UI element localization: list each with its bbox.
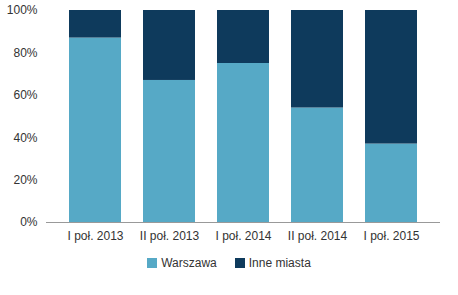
svg-text:I poł. 2013: I poł. 2013	[67, 229, 123, 243]
html-text:Warszawa: Warszawa	[161, 256, 217, 270]
svg-text:II poł. 2013: II poł. 2013	[140, 229, 200, 243]
svg-text:60%: 60%	[13, 88, 37, 102]
html-text:Inne miasta: Inne miasta	[248, 256, 311, 270]
svg-text:100%: 100%	[7, 3, 38, 17]
svg-text:I poł. 2015: I poł. 2015	[363, 229, 419, 243]
svg-text:II poł. 2014: II poł. 2014	[288, 229, 348, 243]
svg-text:20%: 20%	[13, 173, 37, 187]
svg-text:0%: 0%	[20, 215, 38, 229]
svg-text:40%: 40%	[13, 131, 37, 145]
svg-text:80%: 80%	[13, 46, 37, 60]
svg-text:I poł. 2014: I poł. 2014	[215, 229, 271, 243]
